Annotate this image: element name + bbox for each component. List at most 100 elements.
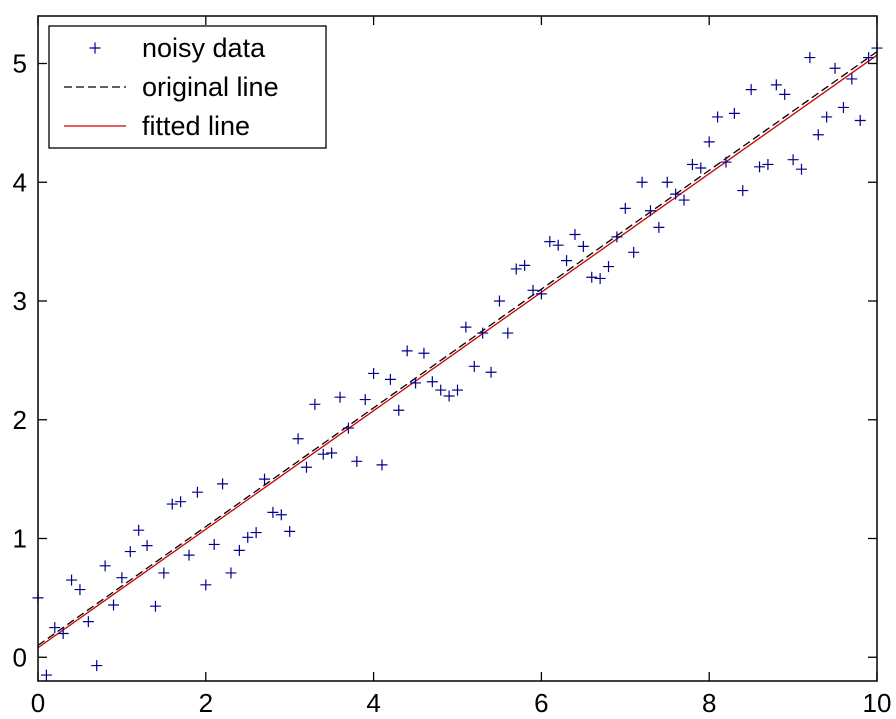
legend-label-noisy-data: noisy data [142,33,266,63]
y-tick-label: 4 [13,167,27,197]
data-point [728,107,740,119]
data-point [603,261,615,273]
data-point [259,473,271,485]
data-point [502,327,514,339]
data-point [191,486,203,498]
data-point [477,327,489,339]
data-point [300,461,312,473]
data-point [384,373,396,385]
axes-frame [37,15,878,682]
data-point [686,158,698,170]
data-point [653,221,665,233]
data-point [812,129,824,141]
data-point [837,101,849,113]
x-tick-label: 0 [31,688,45,718]
data-point [795,163,807,175]
data-point [661,176,673,188]
x-tick-label: 4 [366,688,380,718]
data-point [175,496,187,508]
y-tick-label: 1 [13,524,27,554]
data-point [401,345,413,357]
data-point [678,194,690,206]
data-point [804,52,816,64]
data-point [359,394,371,406]
fitted-line-series [37,54,878,649]
original-line-series [37,51,878,646]
data-point [183,549,195,561]
data-point [485,366,497,378]
data-point [124,546,136,558]
y-tick-label: 2 [13,405,27,435]
data-point [108,599,120,611]
data-point [66,574,78,586]
data-point [460,321,472,333]
x-tick-label: 2 [199,688,213,718]
legend-label-original-line: original line [142,72,279,102]
data-point [544,236,556,248]
data-point [242,531,254,543]
data-point [737,185,749,197]
data-point [200,579,212,591]
data-point [410,377,422,389]
data-point [619,202,631,214]
data-point [82,616,94,628]
data-point [351,455,363,467]
data-point [561,255,573,267]
y-tick-label: 3 [13,286,27,316]
data-point [443,390,455,402]
data-point [426,376,438,388]
data-point [594,272,606,284]
data-point [644,205,656,217]
data-point [141,540,153,552]
data-point [670,188,682,200]
data-point [863,52,875,64]
data-point [99,560,111,572]
data-point [217,478,229,490]
data-point [821,111,833,123]
data-point [166,498,178,510]
data-point [292,433,304,445]
plot-layer [32,42,883,681]
data-point [91,660,103,672]
data-point [74,584,86,596]
data-point [493,295,505,307]
data-point [49,622,61,634]
data-point [712,111,724,123]
data-point [854,115,866,126]
data-point [779,88,791,100]
data-point [754,161,766,173]
legend-label-fitted-line: fitted line [142,111,250,141]
data-point [703,136,715,148]
y-tick-label: 0 [13,642,27,672]
data-point [628,246,640,258]
data-point [334,391,346,403]
data-point [846,73,858,85]
x-tick-label: 10 [863,688,892,718]
data-point [342,422,354,434]
data-point [250,527,262,539]
data-point [510,263,522,275]
data-point [468,360,480,372]
data-point [720,156,732,168]
data-point [393,404,405,416]
x-tick-label: 6 [534,688,548,718]
data-point [636,176,648,188]
data-point [552,239,564,251]
data-point [611,231,623,243]
data-point [452,384,463,396]
data-point [569,229,581,240]
x-tick-label: 8 [702,688,716,718]
legend-marker-noisy-data [89,42,101,54]
y-tick-label: 5 [13,49,27,79]
data-point [57,628,69,639]
data-point [787,154,799,166]
data-point [149,600,161,612]
data-point [535,288,547,300]
data-point [275,509,287,521]
data-point [309,398,321,410]
data-point [208,538,220,550]
data-point [527,284,539,296]
data-point [418,347,430,359]
data-point [762,158,774,170]
